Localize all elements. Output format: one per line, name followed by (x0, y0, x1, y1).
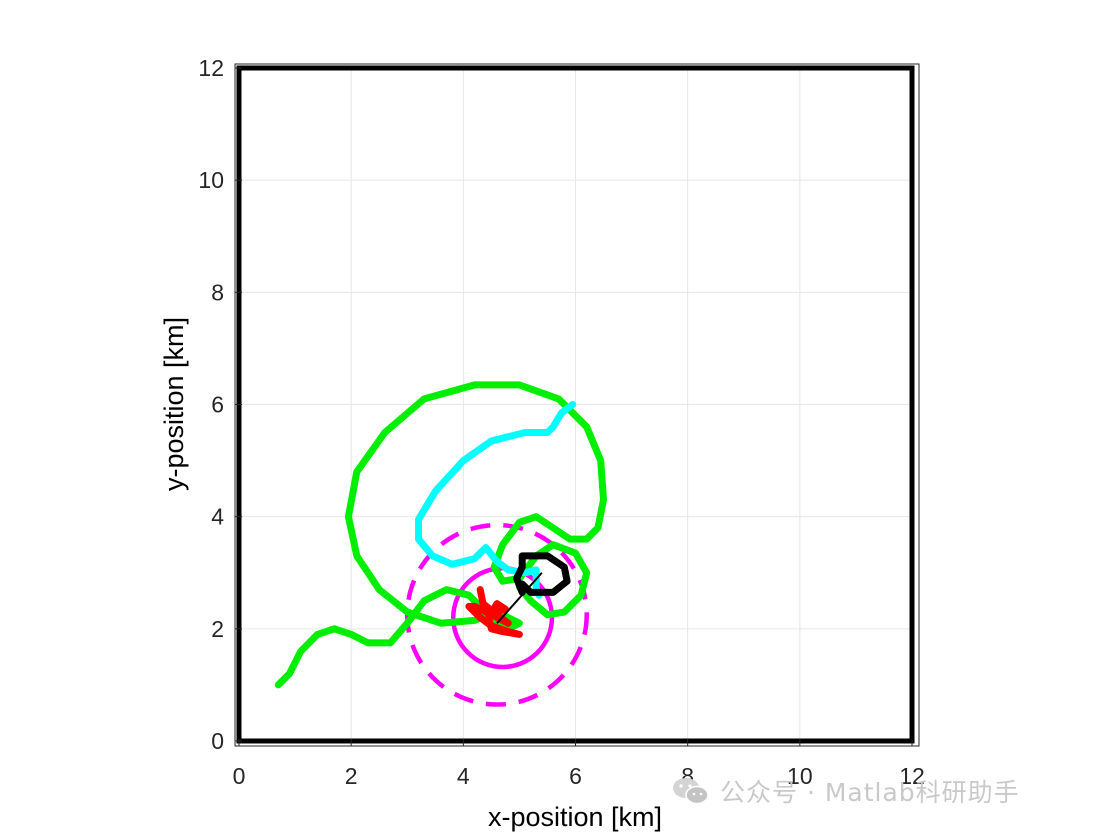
y-axis-label: y-position [km] (159, 317, 189, 491)
trajectory-green (274, 381, 607, 689)
x-tick-label: 0 (233, 763, 246, 789)
y-tick-label: 12 (198, 55, 224, 81)
y-tick-label: 0 (211, 728, 224, 754)
x-tick-label: 6 (569, 763, 582, 789)
y-tick-label: 4 (211, 504, 224, 530)
y-tick-label: 10 (198, 167, 224, 193)
wechat-icon (672, 776, 710, 806)
x-axis-label: x-position [km] (488, 802, 662, 832)
trajectory-cyan (415, 401, 577, 599)
x-tick-label: 10 (787, 763, 813, 789)
watermark: 公众号 · Matlab科研助手 (672, 770, 1020, 812)
x-tick-label: 4 (457, 763, 470, 789)
x-tick-label: 12 (899, 763, 925, 789)
y-tick-label: 8 (211, 279, 224, 305)
trajectory-red (465, 586, 523, 638)
x-tick-label: 2 (345, 763, 358, 789)
watermark-text: 公众号 · Matlab科研助手 (720, 778, 1020, 807)
y-tick-label: 2 (211, 616, 224, 642)
series-layer (274, 381, 607, 707)
link-line (496, 572, 543, 624)
trajectory-black (513, 552, 571, 596)
y-tick-label: 6 (211, 392, 224, 418)
